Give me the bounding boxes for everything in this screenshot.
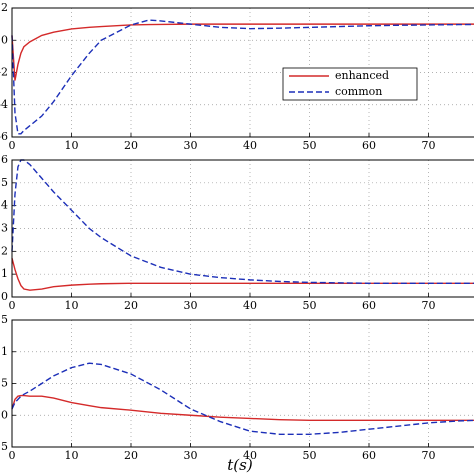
x-axis-label: t(s) bbox=[227, 456, 253, 474]
y-tick-label: 0.6 bbox=[0, 153, 8, 166]
y-tick-label: 0.3 bbox=[0, 222, 8, 235]
x-tick-label: 30 bbox=[184, 449, 198, 462]
x-tick-label: 70 bbox=[422, 139, 436, 152]
series-line bbox=[11, 362, 474, 435]
x-tick-label: 20 bbox=[124, 139, 138, 152]
y-tick-label: 1 bbox=[1, 345, 8, 358]
y-tick-label: 0.4 bbox=[0, 199, 8, 212]
x-tick-label: 70 bbox=[422, 449, 436, 462]
axes-frame bbox=[11, 7, 474, 138]
y-tick-label: 0.1 bbox=[0, 267, 8, 280]
y-tick-label: 0.2 bbox=[0, 244, 8, 257]
x-tick-label: 10 bbox=[65, 449, 79, 462]
y-tick-label: 0 bbox=[1, 408, 8, 421]
x-tick-label: 60 bbox=[362, 449, 376, 462]
x-tick-label: 40 bbox=[243, 139, 257, 152]
series-line bbox=[11, 23, 474, 81]
x-tick-label: 70 bbox=[422, 299, 436, 312]
x-tick-label: 10 bbox=[65, 139, 79, 152]
x-tick-label: 50 bbox=[303, 449, 317, 462]
y-tick-label: -6 bbox=[0, 130, 8, 143]
x-tick-label: 10 bbox=[65, 299, 79, 312]
axes-frame bbox=[11, 159, 474, 298]
x-tick-label: 40 bbox=[243, 299, 257, 312]
x-tick-label: 40 bbox=[243, 449, 257, 462]
x-tick-label: 60 bbox=[362, 299, 376, 312]
y-tick-label: 0 bbox=[1, 33, 8, 46]
x-tick-label: 0 bbox=[9, 449, 16, 462]
x-tick-label: 50 bbox=[303, 139, 317, 152]
y-tick-label: 0 bbox=[1, 290, 8, 303]
y-tick-label: 0.5 bbox=[0, 176, 8, 189]
x-tick-label: 20 bbox=[124, 449, 138, 462]
y-tick-label: 0.5 bbox=[0, 377, 8, 390]
legend-label: common bbox=[335, 85, 382, 98]
x-tick-label: 0 bbox=[9, 139, 16, 152]
panel: 0 10 20 30 40 50 60 70 0 0.1 0.2 0.3 0.4 0.5 0.6 bbox=[0, 153, 474, 312]
x-tick-label: 20 bbox=[124, 299, 138, 312]
y-tick-label: -4 bbox=[0, 98, 8, 111]
x-tick-label: 60 bbox=[362, 139, 376, 152]
x-tick-label: 30 bbox=[184, 299, 198, 312]
y-tick-label: 2 bbox=[1, 1, 8, 14]
axes-frame bbox=[11, 319, 474, 448]
legend-label: enhanced bbox=[335, 69, 389, 82]
y-tick-label: 1.5 bbox=[0, 313, 8, 326]
x-tick-label: 30 bbox=[184, 139, 198, 152]
x-tick-label: 0 bbox=[9, 299, 16, 312]
series-line bbox=[11, 394, 474, 422]
x-tick-label: 50 bbox=[303, 299, 317, 312]
y-tick-label: -0.5 bbox=[0, 440, 8, 453]
series-line bbox=[11, 19, 474, 135]
y-tick-label: -2 bbox=[0, 66, 8, 79]
legend-box bbox=[282, 67, 418, 101]
panel: 0 10 20 30 40 50 60 70 -6 -4 -2 0 2 enhanced common bbox=[0, 1, 474, 152]
